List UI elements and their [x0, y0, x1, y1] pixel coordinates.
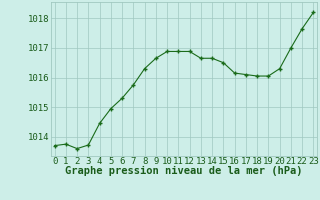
- X-axis label: Graphe pression niveau de la mer (hPa): Graphe pression niveau de la mer (hPa): [65, 166, 303, 176]
